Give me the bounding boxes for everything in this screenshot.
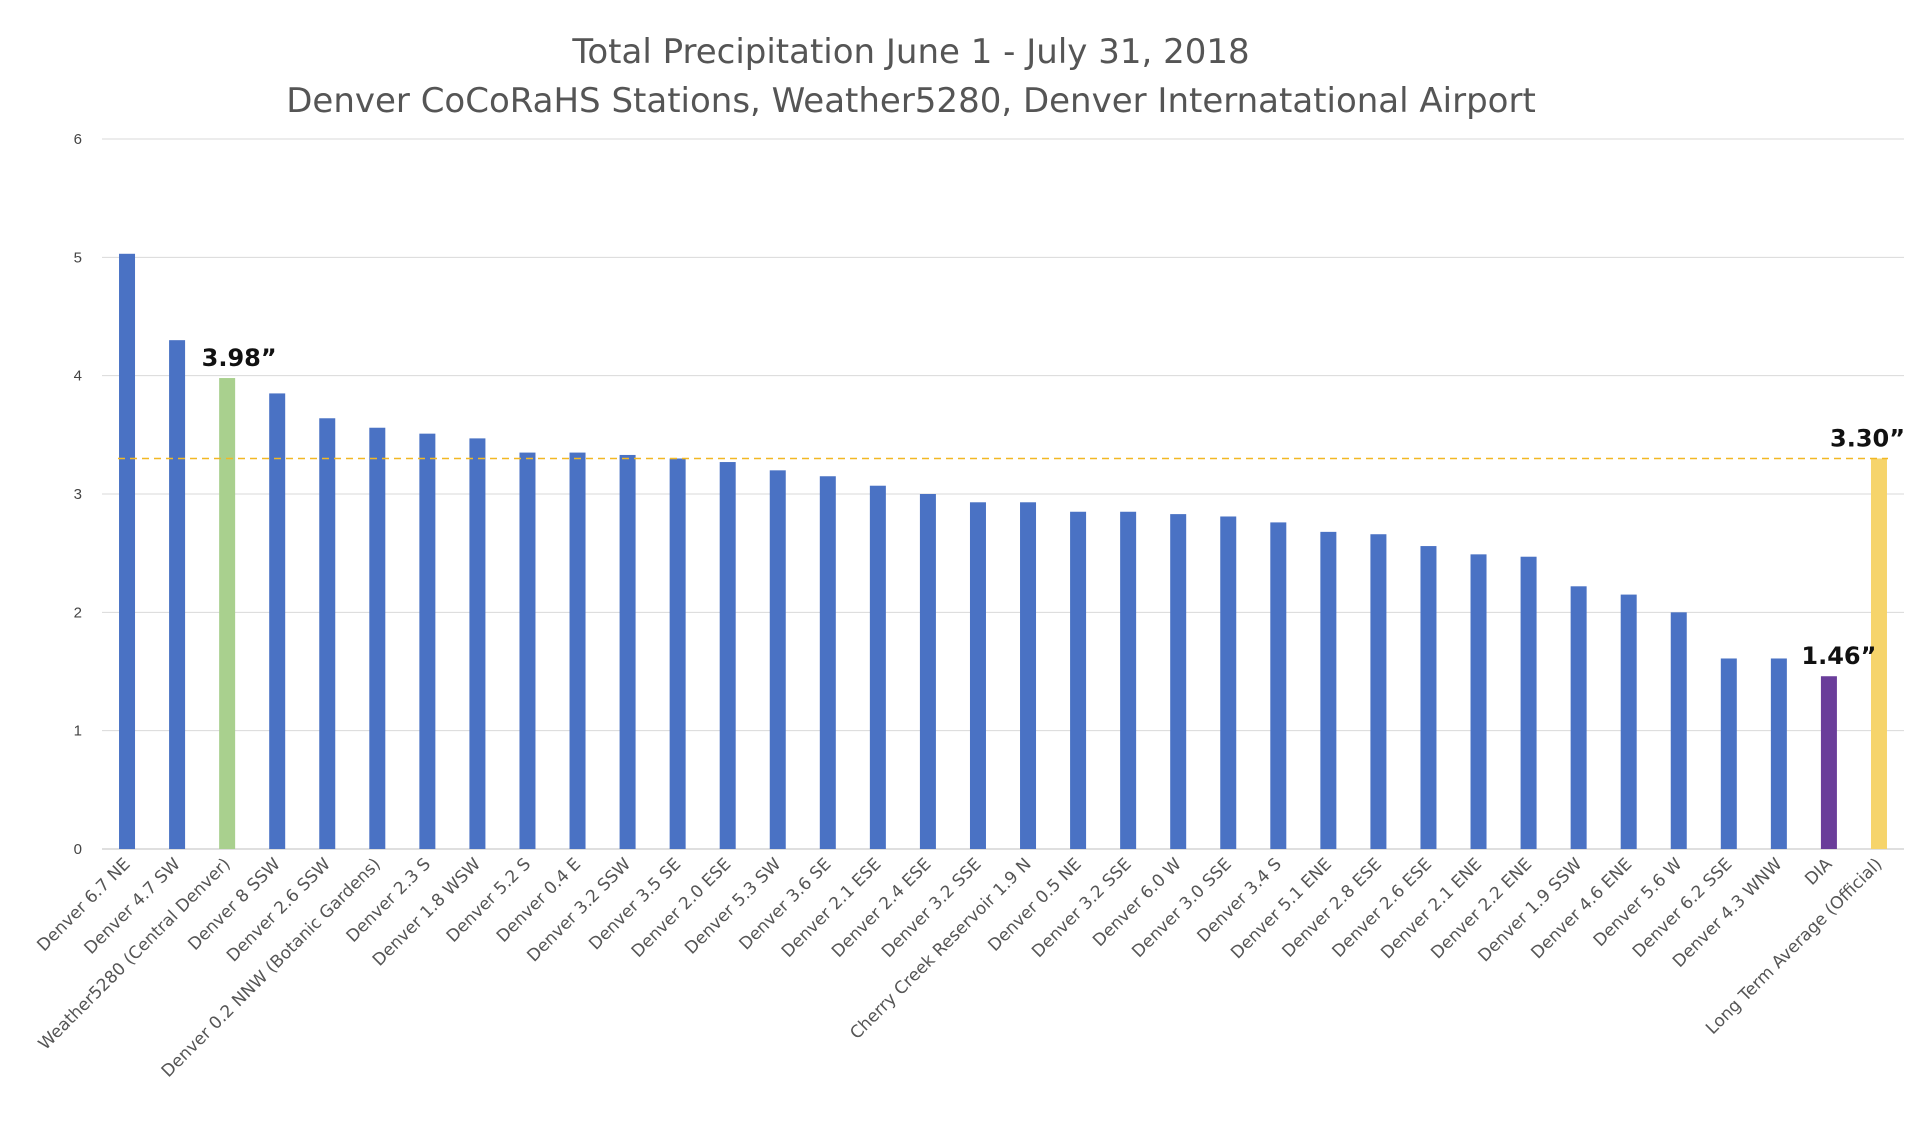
grid-lines [102, 138, 1904, 850]
bar [1170, 514, 1187, 849]
y-tick-label: 2 [74, 604, 82, 621]
y-axis-tick-labels: 0 1 2 3 4 5 6 [74, 131, 82, 858]
bar [1820, 676, 1837, 849]
bar [1320, 531, 1337, 849]
bar [419, 433, 436, 849]
bars [119, 253, 1887, 850]
bar [469, 438, 486, 849]
bar [669, 458, 686, 849]
annotation-labels: 3.98” 1.46” 3.30” [202, 344, 1905, 670]
y-tick-label: 5 [74, 249, 82, 266]
category-label: Cherry Creek Reservoir 1.9 N [846, 854, 1035, 1043]
bar [969, 502, 986, 849]
category-label: Denver 5.6 W [1590, 854, 1687, 951]
y-tick-label: 4 [74, 368, 82, 385]
bar [1870, 458, 1887, 849]
bar [619, 454, 636, 849]
bar [919, 494, 936, 849]
category-label: DIA [1801, 854, 1836, 889]
bar [1670, 612, 1687, 849]
bar [769, 470, 786, 849]
bar [519, 452, 536, 849]
y-tick-label: 0 [74, 841, 82, 858]
y-tick-label: 3 [74, 486, 82, 503]
bar [1720, 658, 1737, 849]
bar [1220, 516, 1237, 849]
bar [569, 452, 586, 849]
bar [219, 378, 236, 849]
bar [319, 418, 336, 849]
annotation-label: 1.46” [1801, 642, 1876, 670]
bar [1470, 554, 1487, 849]
y-tick-label: 1 [74, 723, 82, 740]
category-label: Denver 6.0 W [1089, 854, 1186, 951]
bar [719, 462, 736, 849]
annotation-label: 3.98” [202, 344, 277, 372]
chart-title: Total Precipitation June 1 - July 31, 20… [571, 32, 1249, 72]
bar [1020, 502, 1037, 849]
bar [1570, 586, 1587, 849]
annotation-label: 3.30” [1830, 425, 1905, 453]
bar [1620, 594, 1637, 849]
y-tick-label: 6 [74, 131, 82, 148]
bar [169, 340, 186, 849]
bar [1120, 511, 1137, 849]
bar [869, 485, 886, 849]
bar [1770, 658, 1787, 849]
bar [819, 476, 836, 849]
bar [1370, 534, 1387, 849]
category-label: Long Term Average (Official) [1702, 854, 1886, 1038]
bar [1070, 511, 1087, 849]
bar [1420, 546, 1437, 849]
bar [369, 427, 386, 849]
chart-subtitle: Denver CoCoRaHS Stations, Weather5280, D… [286, 81, 1536, 121]
bar [1270, 522, 1287, 849]
bar [269, 393, 286, 849]
bar [119, 253, 136, 850]
bar [1520, 556, 1537, 849]
